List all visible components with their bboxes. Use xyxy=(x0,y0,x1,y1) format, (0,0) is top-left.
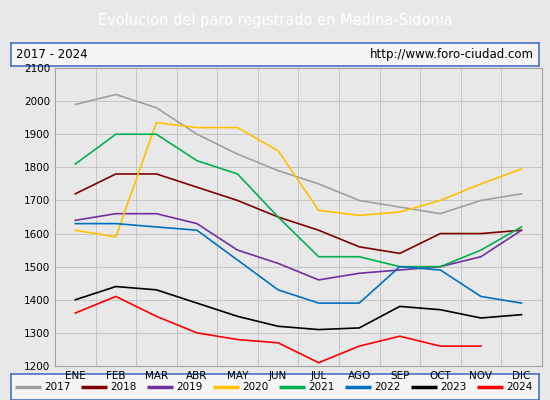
Text: http://www.foro-ciudad.com: http://www.foro-ciudad.com xyxy=(370,48,534,61)
Text: 2017: 2017 xyxy=(44,382,70,392)
Text: 2023: 2023 xyxy=(440,382,466,392)
Text: Evolucion del paro registrado en Medina-Sidonia: Evolucion del paro registrado en Medina-… xyxy=(97,14,453,28)
Text: 2021: 2021 xyxy=(308,382,334,392)
Text: 2018: 2018 xyxy=(110,382,136,392)
Text: 2024: 2024 xyxy=(506,382,532,392)
Text: 2019: 2019 xyxy=(176,382,202,392)
Text: 2017 - 2024: 2017 - 2024 xyxy=(16,48,88,61)
Text: 2020: 2020 xyxy=(242,382,268,392)
Text: 2022: 2022 xyxy=(374,382,400,392)
